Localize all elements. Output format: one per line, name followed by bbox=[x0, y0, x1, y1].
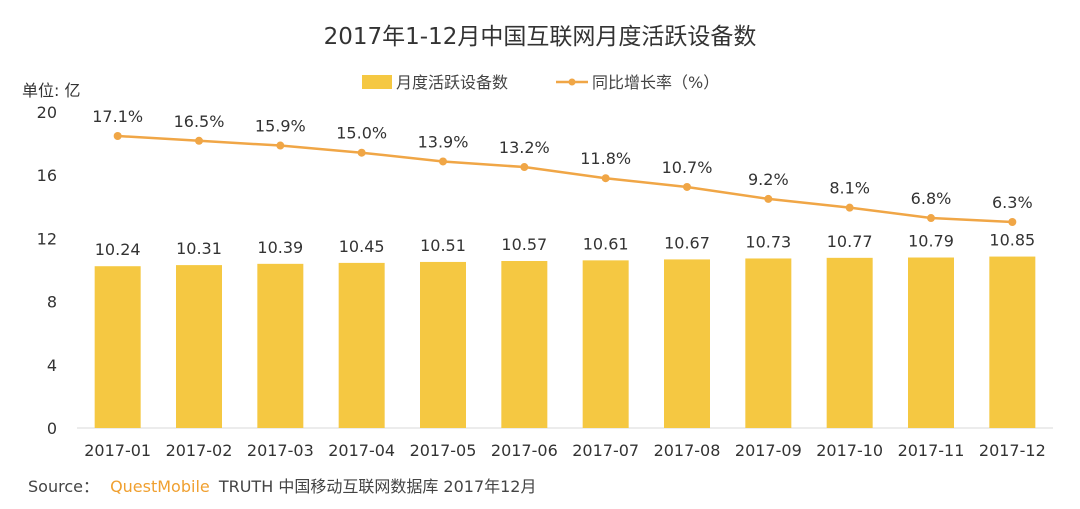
bar bbox=[745, 258, 792, 428]
bar-value-label: 10.77 bbox=[827, 232, 873, 251]
source-prefix: Source： bbox=[28, 477, 99, 496]
bar-series bbox=[94, 256, 1036, 428]
bar-value-label: 10.51 bbox=[420, 236, 466, 255]
bar bbox=[501, 260, 548, 428]
growth-point bbox=[764, 194, 773, 203]
growth-value-label: 11.8% bbox=[580, 149, 631, 168]
legend-line-marker bbox=[568, 78, 576, 86]
x-tick-label: 2017-10 bbox=[816, 441, 883, 460]
source-note: Source： QuestMobile TRUTH 中国移动互联网数据库 201… bbox=[28, 477, 537, 496]
growth-point bbox=[113, 132, 122, 140]
growth-point bbox=[195, 136, 203, 145]
x-tick-label: 2017-11 bbox=[898, 441, 965, 460]
growth-point bbox=[601, 174, 610, 183]
bar-value-label: 10.61 bbox=[583, 234, 629, 253]
bar-value-label: 10.45 bbox=[339, 237, 385, 256]
y-axis-unit-label: 单位: 亿 bbox=[22, 81, 80, 100]
bar-value-labels: 10.24 10.31 10.39 10.45 10.51 10.57 10.61 10.67… bbox=[95, 231, 1035, 260]
chart-title: 2017年1-12月中国互联网月度活跃设备数 bbox=[324, 24, 757, 50]
growth-point bbox=[520, 163, 529, 172]
growth-point bbox=[927, 214, 935, 223]
bar-value-label: 10.57 bbox=[501, 235, 547, 254]
bar-value-label: 10.67 bbox=[664, 233, 710, 252]
growth-point bbox=[357, 148, 366, 157]
bar bbox=[664, 259, 710, 428]
bar bbox=[420, 261, 466, 428]
x-tick-label: 2017-08 bbox=[654, 441, 721, 460]
growth-line-series: 17.1% 16.5% 15.9% 15.0% 13.9% 13.2% 11.8% 10.7%… bbox=[92, 107, 1033, 226]
legend-line-label: 同比增长率（%） bbox=[592, 73, 719, 92]
growth-point bbox=[439, 157, 447, 166]
legend-bar-label: 月度活跃设备数 bbox=[396, 73, 508, 92]
x-axis: 2017-01 2017-02 2017-03 2017-04 2017-05 2017-… bbox=[84, 441, 1046, 460]
y-axis: 0 4 8 12 16 20 bbox=[37, 103, 57, 438]
bar-value-label: 10.85 bbox=[989, 231, 1035, 250]
growth-value-label: 13.9% bbox=[418, 132, 469, 151]
y-tick-label: 16 bbox=[37, 166, 57, 185]
y-tick-label: 12 bbox=[37, 229, 57, 248]
growth-point bbox=[845, 203, 854, 212]
x-tick-label: 2017-07 bbox=[572, 441, 639, 460]
x-tick-label: 2017-12 bbox=[979, 441, 1046, 460]
growth-value-label: 9.2% bbox=[748, 170, 789, 189]
bar-value-label: 10.73 bbox=[745, 232, 791, 251]
x-tick-label: 2017-05 bbox=[410, 441, 477, 460]
growth-value-label: 15.9% bbox=[255, 117, 306, 136]
legend: 月度活跃设备数 同比增长率（%） bbox=[362, 73, 719, 92]
bar-value-label: 10.24 bbox=[95, 240, 141, 259]
growth-point bbox=[683, 182, 691, 191]
growth-value-label: 13.2% bbox=[499, 138, 550, 157]
growth-value-label: 8.1% bbox=[829, 179, 870, 198]
bar-value-label: 10.31 bbox=[176, 239, 222, 258]
y-tick-label: 20 bbox=[37, 103, 57, 122]
y-tick-label: 8 bbox=[47, 293, 57, 312]
x-tick-label: 2017-04 bbox=[328, 441, 395, 460]
bar bbox=[176, 265, 222, 428]
x-tick-label: 2017-01 bbox=[84, 441, 151, 460]
bar bbox=[257, 263, 304, 428]
x-tick-label: 2017-03 bbox=[247, 441, 314, 460]
bar-value-label: 10.79 bbox=[908, 232, 954, 251]
bar bbox=[582, 260, 629, 428]
y-tick-label: 4 bbox=[47, 356, 57, 375]
source-rest: TRUTH 中国移动互联网数据库 2017年12月 bbox=[218, 477, 537, 496]
bar bbox=[908, 257, 954, 428]
x-tick-label: 2017-06 bbox=[491, 441, 558, 460]
x-tick-label: 2017-09 bbox=[735, 441, 802, 460]
x-tick-label: 2017-02 bbox=[166, 441, 233, 460]
growth-value-label: 10.7% bbox=[662, 158, 713, 177]
bar bbox=[338, 262, 385, 428]
growth-point bbox=[276, 141, 285, 150]
bar-value-label: 10.39 bbox=[257, 238, 303, 257]
growth-line bbox=[117, 134, 1013, 224]
growth-point bbox=[1008, 218, 1017, 226]
y-tick-label: 0 bbox=[47, 419, 57, 438]
bar bbox=[989, 256, 1036, 428]
bar bbox=[826, 257, 873, 428]
source-text: Source： QuestMobile TRUTH 中国移动互联网数据库 201… bbox=[28, 477, 537, 496]
growth-value-label: 6.8% bbox=[911, 189, 952, 208]
legend-bar-swatch bbox=[362, 75, 392, 89]
growth-value-label: 17.1% bbox=[92, 107, 143, 126]
growth-value-label: 6.3% bbox=[992, 193, 1033, 212]
bar bbox=[94, 266, 141, 428]
growth-value-label: 16.5% bbox=[174, 112, 225, 131]
source-brand: QuestMobile bbox=[110, 477, 210, 496]
growth-value-label: 15.0% bbox=[336, 124, 387, 143]
